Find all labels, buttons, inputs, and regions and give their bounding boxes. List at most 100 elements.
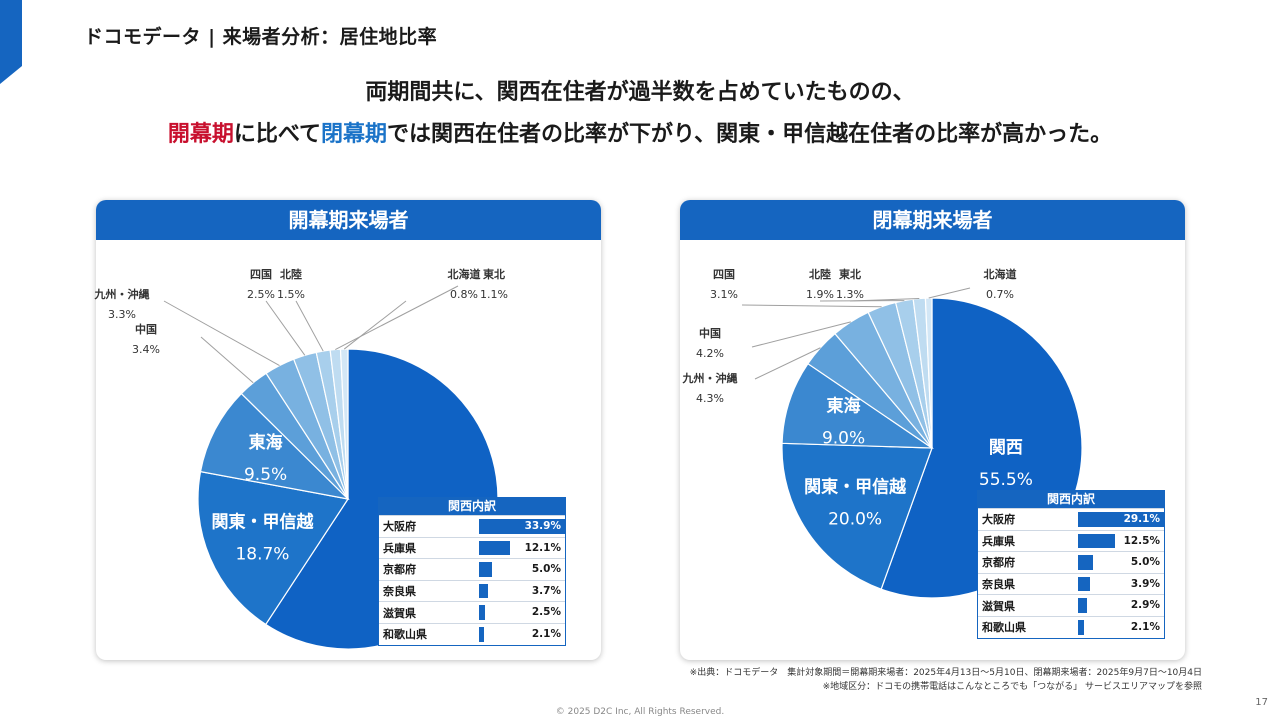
headline-text: に比べて: [233, 122, 321, 147]
breakdown-prefecture: 京都府: [982, 556, 1015, 570]
page-number: 17: [1255, 697, 1268, 708]
pie-slice: [781, 362, 935, 449]
breakdown-row: 滋賀県 2.9%: [978, 594, 1164, 616]
pie-value: 3.1%: [710, 288, 738, 301]
pie-value: 9.5%: [244, 465, 287, 485]
pie-label: 中国: [699, 326, 721, 340]
breakdown-bar-area: 12.5%: [1078, 531, 1164, 552]
breakdown-bar: [479, 605, 486, 620]
breakdown-prefecture: 和歌山県: [982, 621, 1026, 635]
leader-line: [163, 300, 280, 366]
breakdown-prefecture: 奈良県: [982, 578, 1015, 592]
breakdown-prefecture: 大阪府: [383, 520, 416, 534]
pie-label: 関西: [989, 438, 1023, 458]
pie-value: 9.0%: [822, 428, 865, 448]
breakdown-value: 29.1%: [1123, 513, 1160, 525]
breakdown-prefecture: 兵庫県: [982, 534, 1015, 548]
headline-text: では関西在住者の比率が下がり、関東・甲信越在住者の比率が高かった。: [387, 122, 1113, 147]
closing-chart-card: 閉幕期来場者 関西 55.5% 関東・甲信越 20.0% 東海 9.0% 九州・沖縄 4.3%…: [680, 200, 1185, 660]
pie-value: 55.5%: [979, 470, 1033, 490]
breakdown-row: 京都府 5.0%: [379, 558, 565, 580]
breakdown-bar-area: 29.1%: [1078, 509, 1164, 530]
breakdown-bar-area: 2.9%: [1078, 595, 1164, 616]
leader-line: [295, 300, 324, 352]
breakdown-value: 2.1%: [1130, 620, 1160, 633]
breakdown-bar: [479, 540, 510, 556]
breakdown-row: 兵庫県 12.1%: [379, 536, 565, 559]
headline-term-closing: 閉幕期: [321, 122, 388, 147]
breakdown-bar: [1078, 533, 1115, 549]
breakdown-row: 兵庫県 12.5%: [978, 529, 1164, 552]
breakdown-bar: [1078, 512, 1164, 527]
leader-line: [928, 287, 971, 299]
leader-line: [741, 304, 882, 308]
pie-value: 0.7%: [986, 288, 1014, 301]
breakdown-bar-area: 12.1%: [479, 538, 565, 559]
breakdown-row: 和歌山県 2.1%: [379, 622, 565, 645]
breakdown-bar-area: 3.7%: [479, 581, 565, 602]
headline-line-2: 開幕期に比べて閉幕期では関西在住者の比率が下がり、関東・甲信越在住者の比率が高か…: [0, 116, 1280, 148]
pie-value: 1.9%: [806, 288, 834, 301]
breakdown-bar-area: 3.9%: [1078, 574, 1164, 595]
leader-line: [335, 285, 459, 350]
pie-label: 東海: [249, 432, 283, 453]
breakdown-value: 2.1%: [531, 627, 561, 640]
leader-line: [343, 300, 407, 350]
pie-slice: [781, 442, 933, 590]
breakdown-row: 京都府 5.0%: [978, 551, 1164, 573]
copyright: © 2025 D2C Inc, All Rights Reserved.: [555, 707, 725, 717]
pie-label: 東北: [483, 267, 505, 281]
breakdown-row: 大阪府 29.1%: [978, 508, 1164, 530]
pie-value: 2.5%: [247, 288, 275, 301]
breakdown-title: 関西内訳: [379, 498, 565, 515]
breakdown-prefecture: 兵庫県: [383, 541, 416, 555]
breakdown-value: 5.0%: [1130, 556, 1160, 569]
leader-line: [849, 298, 920, 302]
pie-label: 北海道: [984, 267, 1017, 281]
breakdown-prefecture: 大阪府: [982, 513, 1015, 527]
breakdown-value: 12.1%: [524, 541, 561, 554]
breakdown-prefecture: 和歌山県: [383, 628, 427, 642]
breakdown-prefecture: 奈良県: [383, 585, 416, 599]
breakdown-row: 滋賀県 2.5%: [379, 601, 565, 623]
slide-title: ドコモデータ | 来場者分析：居住地比率: [84, 26, 438, 48]
breakdown-bar-area: 2.5%: [479, 602, 565, 623]
breakdown-bar-area: 2.1%: [1078, 617, 1164, 638]
breakdown-bar-area: 2.1%: [479, 624, 565, 645]
pie-value: 1.3%: [836, 288, 864, 301]
breakdown-prefecture: 滋賀県: [982, 599, 1015, 613]
pie-label: 東北: [839, 267, 861, 281]
closing-kansai-breakdown: 関西内訳 大阪府 29.1% 兵庫県 12.5% 京都府 5.0% 奈良県 3.9% 滋賀県 2.…: [977, 490, 1165, 639]
breakdown-bar: [1078, 619, 1085, 635]
breakdown-value: 5.0%: [531, 563, 561, 576]
pie-label: 九州・沖縄: [94, 287, 150, 301]
pie-value: 18.7%: [235, 544, 289, 564]
breakdown-value: 2.5%: [531, 606, 561, 619]
breakdown-row: 奈良県 3.9%: [978, 572, 1164, 595]
breakdown-bar: [479, 519, 565, 534]
headline-term-opening: 開幕期: [167, 122, 234, 147]
breakdown-bar: [479, 583, 489, 599]
breakdown-bar: [1078, 576, 1090, 592]
breakdown-row: 大阪府 33.9%: [379, 515, 565, 537]
breakdown-title: 関西内訳: [978, 491, 1164, 508]
pie-label: 四国: [713, 268, 735, 281]
leader-line: [200, 336, 254, 384]
corner-accent: [0, 0, 22, 84]
breakdown-bar-area: 33.9%: [479, 516, 565, 537]
pie-label: 北陸: [809, 267, 831, 281]
breakdown-value: 12.5%: [1123, 534, 1160, 547]
pie-label: 四国: [250, 268, 272, 281]
pie-label: 関東・甲信越: [804, 476, 907, 497]
pie-label: 中国: [135, 322, 157, 336]
breakdown-prefecture: 京都府: [383, 563, 416, 577]
pie-slice: [197, 470, 349, 626]
breakdown-value: 2.9%: [1130, 599, 1160, 612]
pie-label: 北陸: [280, 267, 302, 281]
pie-value: 4.2%: [696, 347, 724, 360]
leader-line: [751, 321, 851, 348]
opening-chart-card: 開幕期来場者 関西59.3%関東・甲信越18.7%東海9.5%中国3.4%九州・…: [94, 200, 601, 660]
pie-label: 北海道: [448, 267, 481, 281]
opening-kansai-breakdown: 関西内訳 大阪府 33.9% 兵庫県 12.1% 京都府 5.0% 奈良県 3.7% 滋賀県 2.…: [378, 497, 566, 646]
breakdown-prefecture: 滋賀県: [383, 606, 416, 620]
